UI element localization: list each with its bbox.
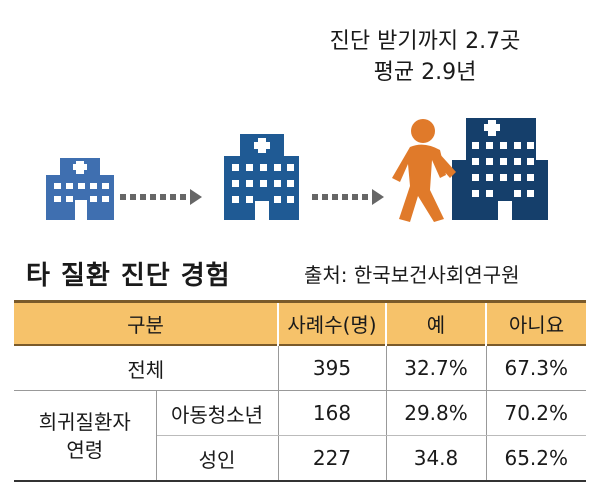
hospital-journey-illustration	[46, 118, 548, 222]
row-label-total: 전체	[14, 345, 279, 391]
journey-caption: 진단 받기까지 2.7곳 평균 2.9년	[300, 26, 550, 88]
dotted-arrow-icon	[312, 189, 384, 205]
header-cases: 사례수(명)	[278, 301, 387, 345]
group-label: 희귀질환자 연령	[14, 390, 157, 482]
cell-cases: 395	[278, 345, 387, 391]
dotted-arrow-icon	[120, 189, 202, 205]
medium-hospital-icon	[224, 134, 299, 220]
group-label-line-2: 연령	[66, 437, 104, 462]
cell-yes: 34.8	[386, 435, 487, 482]
cell-cases: 227	[278, 435, 387, 482]
header-yes: 예	[386, 301, 487, 345]
header-category: 구분	[14, 301, 279, 345]
diagnosis-table: 구분 사례수(명) 예 아니요 전체 395 32.7% 67.3% 희귀질환자…	[14, 300, 586, 482]
table-row: 전체 395 32.7% 67.3%	[14, 345, 586, 391]
cell-no: 65.2%	[486, 435, 586, 482]
large-hospital-icon	[452, 118, 548, 220]
cell-no: 67.3%	[486, 345, 586, 391]
source-label: 출처: 한국보건사회연구원	[304, 263, 520, 287]
cell-yes: 29.8%	[386, 390, 487, 436]
table-row: 희귀질환자 연령 아동청소년 168 29.8% 70.2%	[14, 390, 586, 482]
table-header-row: 구분 사례수(명) 예 아니요	[14, 301, 586, 345]
page-title: 타 질환 진단 경험	[26, 261, 231, 291]
header-no: 아니요	[486, 301, 586, 345]
caption-line-2: 평균 2.9년	[373, 60, 477, 85]
row-label-adult: 성인	[156, 435, 279, 482]
cell-yes: 32.7%	[386, 345, 487, 391]
small-hospital-icon	[46, 158, 114, 220]
group-label-line-1: 희귀질환자	[38, 409, 131, 434]
row-label-teen: 아동청소년	[156, 390, 279, 436]
walking-person-icon	[392, 119, 456, 222]
caption-line-1: 진단 받기까지 2.7곳	[329, 29, 521, 54]
table-row: 성인 227 34.8 65.2%	[14, 435, 586, 482]
cell-cases: 168	[278, 390, 387, 436]
cell-no: 70.2%	[486, 390, 586, 436]
